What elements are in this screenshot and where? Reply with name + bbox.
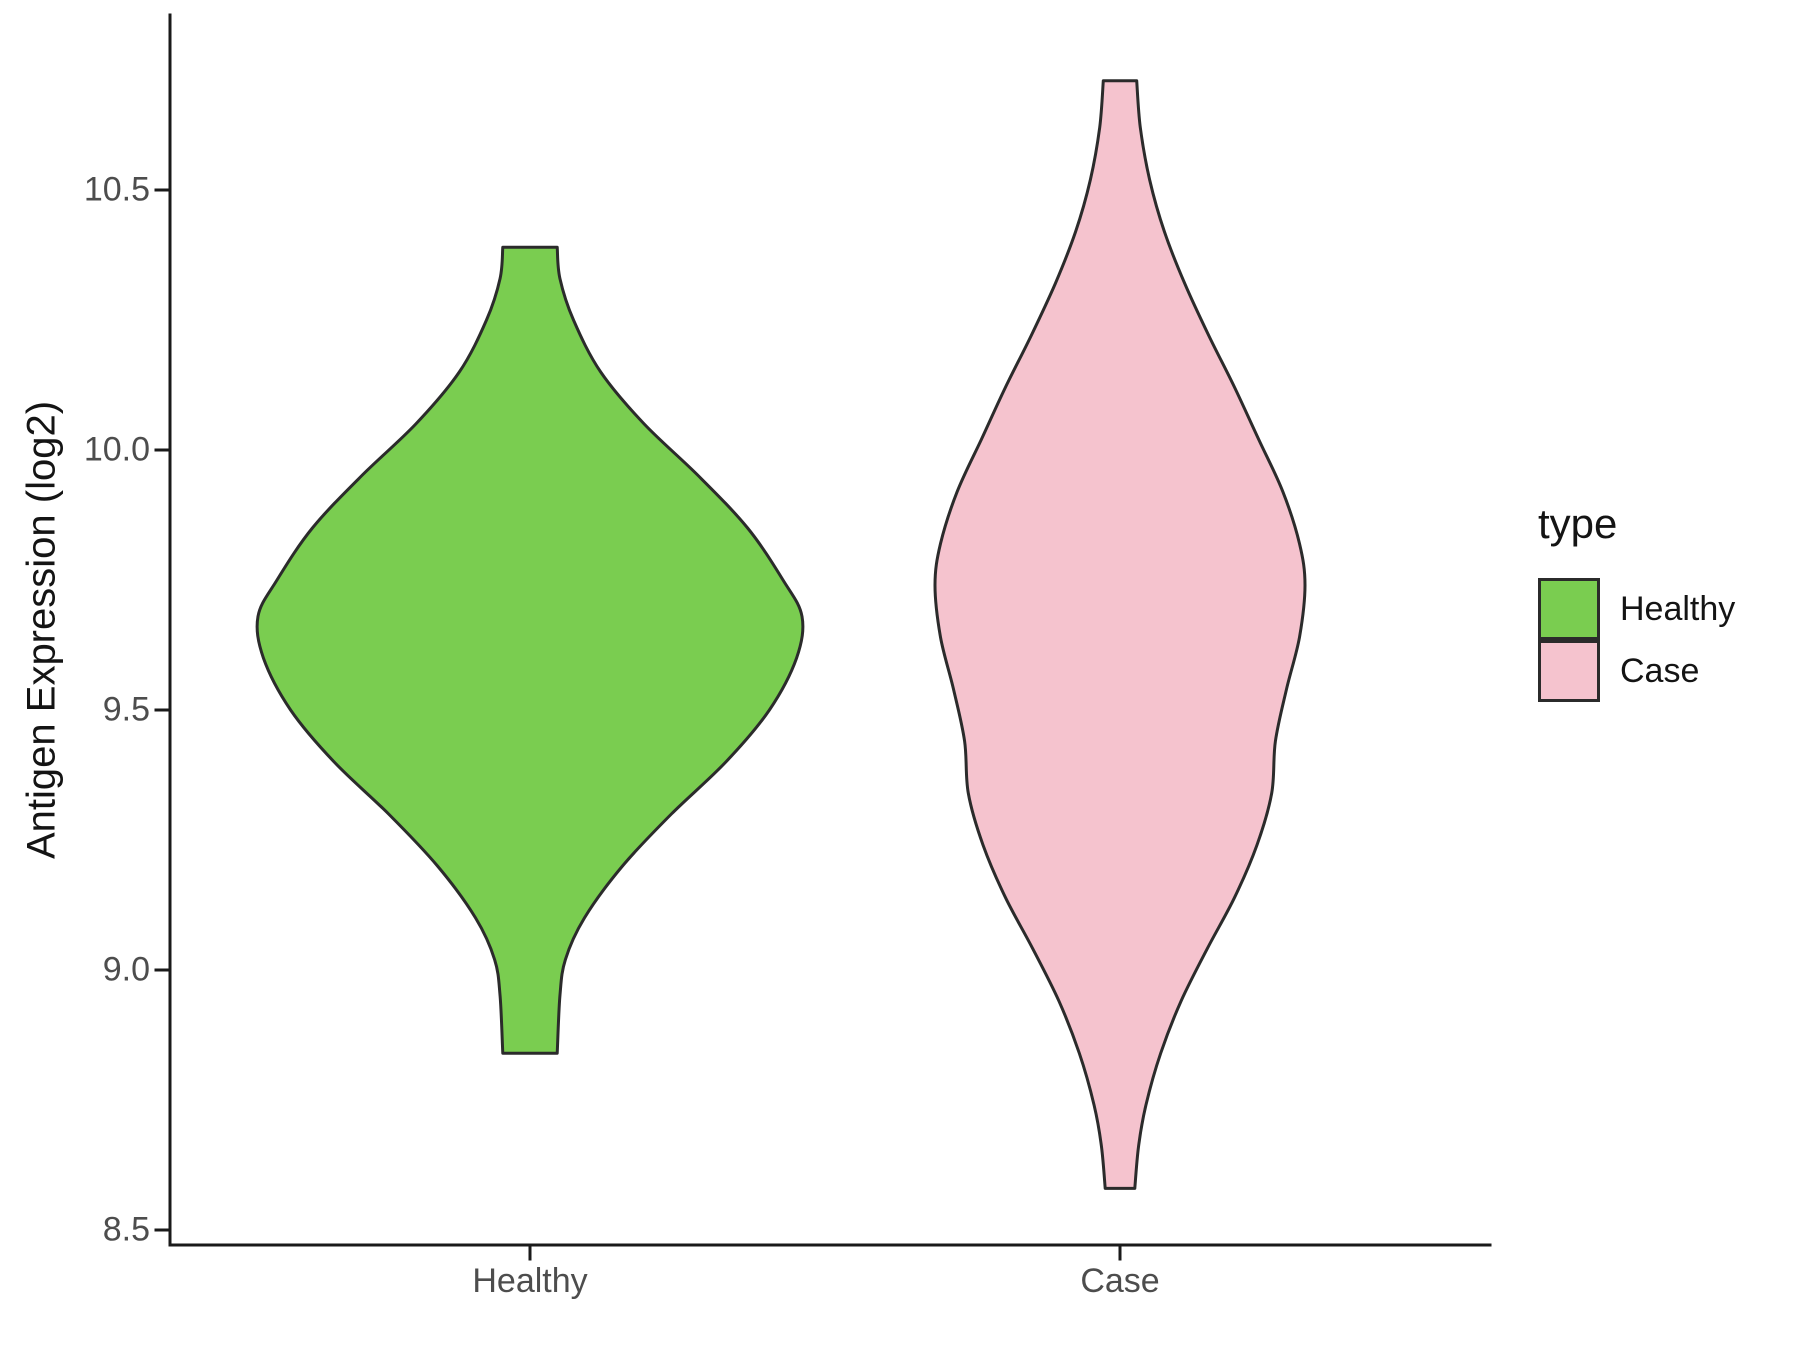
y-tick-label-10-0: 10.0 xyxy=(83,430,150,469)
legend-title: type xyxy=(1538,500,1618,547)
legend-item-healthy: Healthy xyxy=(1538,578,1735,640)
y-tick-label-10-5: 10.5 xyxy=(83,170,150,209)
violin-case xyxy=(933,79,1307,1190)
y-tick-label-8-5: 8.5 xyxy=(102,1210,150,1249)
legend-swatch-healthy-icon xyxy=(1538,578,1600,640)
y-axis-title: Antigen Expression (log2) xyxy=(19,400,64,860)
violin-healthy xyxy=(255,245,805,1055)
x-tick-label-healthy: Healthy xyxy=(472,1262,588,1300)
legend-label-healthy: Healthy xyxy=(1620,589,1736,628)
x-tick-label-case: Case xyxy=(1080,1262,1160,1300)
y-tick-label-9-0: 9.0 xyxy=(102,950,150,989)
legend-label-case: Case xyxy=(1620,651,1700,690)
legend-swatch-case-icon xyxy=(1538,640,1600,702)
y-tick-label-9-5: 9.5 xyxy=(102,690,150,729)
legend: type Healthy Case xyxy=(1538,500,1735,702)
legend-item-case: Case xyxy=(1538,640,1735,702)
